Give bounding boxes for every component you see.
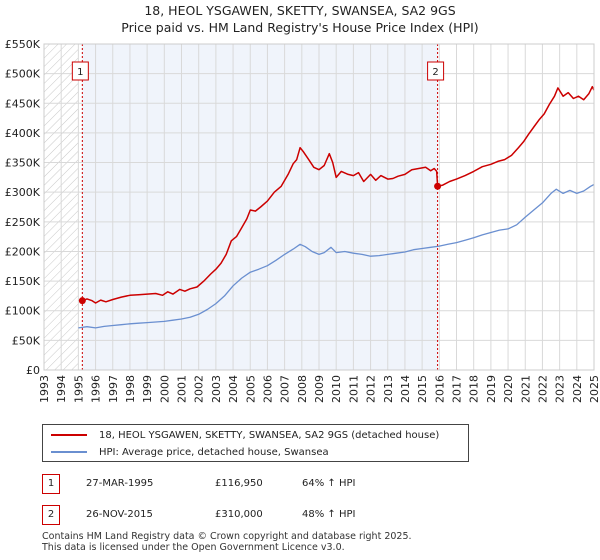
x-tick-label: 1995 xyxy=(72,375,85,403)
x-tick-label: 1997 xyxy=(107,375,120,403)
x-tick-label: 2000 xyxy=(158,375,171,403)
y-tick-label: £200K xyxy=(5,245,41,258)
x-tick-label: 2010 xyxy=(330,375,343,403)
sale-label-number: 1 xyxy=(77,67,83,78)
x-tick-label: 2011 xyxy=(347,375,360,403)
x-tick-label: 2002 xyxy=(193,375,206,403)
x-tick-label: 2018 xyxy=(468,375,481,403)
x-tick-label: 2014 xyxy=(399,375,412,403)
sale-point xyxy=(434,182,442,190)
plot-border xyxy=(43,43,595,371)
x-tick-label: 1996 xyxy=(90,375,103,403)
legend-item-property: 18, HEOL YSGAWEN, SKETTY, SWANSEA, SA2 9… xyxy=(51,427,439,443)
x-tick-label: 2020 xyxy=(502,375,515,403)
sale-hpi-change: 48% ↑ HPI xyxy=(302,509,356,520)
sale-number-badge: 1 xyxy=(42,474,60,494)
sale-hpi-change: 64% ↑ HPI xyxy=(302,478,356,489)
x-tick-label: 2003 xyxy=(210,375,223,403)
sale-label-box xyxy=(427,61,445,81)
x-tick-label: 2024 xyxy=(571,375,584,403)
chart-title: 18, HEOL YSGAWEN, SKETTY, SWANSEA, SA2 9… xyxy=(0,2,600,36)
x-tick-label: 2005 xyxy=(244,375,257,403)
sale-price: £310,000 xyxy=(215,509,263,520)
property-price-line xyxy=(82,85,595,304)
y-tick-label: £300K xyxy=(5,186,41,199)
legend-swatch-hpi xyxy=(51,451,87,453)
x-tick-label: 2022 xyxy=(536,375,549,403)
footer-attribution: Contains HM Land Registry data © Crown c… xyxy=(42,531,412,553)
legend-label-hpi: HPI: Average price, detached house, Swan… xyxy=(99,446,329,458)
chart-title-line1: 18, HEOL YSGAWEN, SKETTY, SWANSEA, SA2 9… xyxy=(144,3,456,18)
x-tick-label: 2012 xyxy=(365,375,378,403)
y-tick-label: £500K xyxy=(5,68,41,81)
sale-point xyxy=(78,297,86,305)
x-tick-label: 2015 xyxy=(416,375,429,403)
y-tick-label: £0 xyxy=(26,364,40,377)
y-tick-label: £50K xyxy=(12,334,41,347)
legend-label-property: 18, HEOL YSGAWEN, SKETTY, SWANSEA, SA2 9… xyxy=(99,429,440,441)
footer-line2: This data is licensed under the Open Gov… xyxy=(42,542,345,553)
y-tick-label: £400K xyxy=(5,127,41,140)
x-tick-label: 1994 xyxy=(55,375,68,403)
sale-row: 2 26-NOV-2015 £310,000 48% ↑ HPI xyxy=(42,505,462,525)
sale-label-number: 2 xyxy=(432,67,438,78)
y-tick-label: £550K xyxy=(5,38,41,51)
sale-number-badge: 2 xyxy=(42,505,60,525)
x-tick-label: 1993 xyxy=(38,375,51,403)
x-tick-label: 2001 xyxy=(176,375,189,403)
sale-date: 27-MAR-1995 xyxy=(86,478,154,489)
x-tick-label: 1998 xyxy=(124,375,137,403)
y-tick-label: £350K xyxy=(5,157,41,170)
chart-legend: 18, HEOL YSGAWEN, SKETTY, SWANSEA, SA2 9… xyxy=(42,424,469,462)
x-tick-label: 2025 xyxy=(588,375,600,403)
footer-line1: Contains HM Land Registry data © Crown c… xyxy=(42,531,412,542)
x-tick-label: 2019 xyxy=(485,375,498,403)
x-tick-label: 2004 xyxy=(227,375,240,403)
x-tick-label: 2021 xyxy=(519,375,532,403)
x-tick-label: 2016 xyxy=(433,375,446,403)
y-tick-label: £450K xyxy=(5,97,41,110)
sale-date: 26-NOV-2015 xyxy=(86,509,153,520)
x-tick-label: 2017 xyxy=(451,375,464,403)
x-tick-label: 2007 xyxy=(279,375,292,403)
sale-row: 1 27-MAR-1995 £116,950 64% ↑ HPI xyxy=(42,474,462,494)
legend-item-hpi: HPI: Average price, detached house, Swan… xyxy=(51,444,329,460)
chart-title-line2: Price paid vs. HM Land Registry's House … xyxy=(121,20,479,35)
y-tick-label: £100K xyxy=(5,305,41,318)
sale-label-box xyxy=(71,61,89,81)
x-tick-label: 2006 xyxy=(261,375,274,403)
x-tick-label: 1999 xyxy=(141,375,154,403)
x-tick-label: 2009 xyxy=(313,375,326,403)
x-tick-label: 2023 xyxy=(554,375,567,403)
x-tick-label: 2008 xyxy=(296,375,309,403)
price-chart: £0 £50K £100K £150K £200K £250K £300K £350K £400… xyxy=(5,38,600,403)
legend-swatch-property xyxy=(51,434,87,436)
sale-price: £116,950 xyxy=(215,478,263,489)
hpi-line xyxy=(78,183,595,329)
y-tick-label: £150K xyxy=(5,275,41,288)
x-tick-label: 2013 xyxy=(382,375,395,403)
y-tick-label: £250K xyxy=(5,216,41,229)
